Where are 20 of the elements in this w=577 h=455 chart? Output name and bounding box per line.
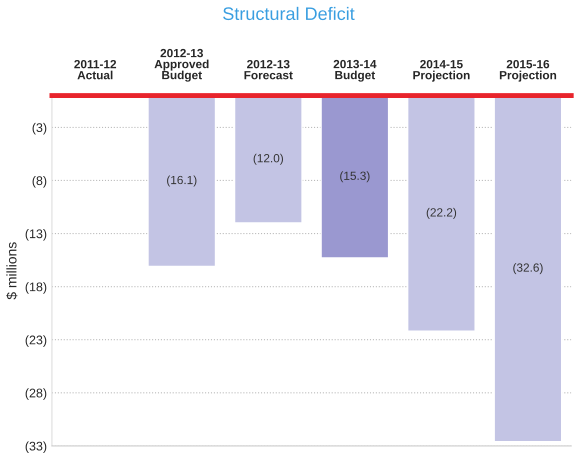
data-label: (22.2) (426, 208, 456, 219)
x-tick-label: 2011-12 Actual (74, 60, 116, 80)
chart-title: Structural Deficit (223, 6, 355, 20)
y-tick-label: (28) (26, 388, 46, 400)
y-tick-label: (3) (32, 122, 46, 135)
x-tick-label: 2013-14 Budget (334, 60, 376, 82)
x-tick-label: 2012-13 Forecast (244, 60, 293, 80)
x-tick-label: 2015-16 Projection (500, 60, 556, 82)
y-tick-label: (23) (26, 335, 46, 347)
data-label: (12.0) (254, 154, 283, 165)
x-tick-label: 2012-13 Approved Budget (154, 48, 209, 82)
x-tick-label: 2014-15 Projection (413, 60, 470, 82)
data-label: (16.1) (167, 176, 196, 187)
y-tick-label: (8) (32, 176, 46, 188)
y-axis-title: $ millions (6, 242, 18, 300)
y-tick-label: (18) (26, 282, 46, 294)
y-tick-label: (13) (26, 229, 46, 241)
data-label: (32.6) (513, 263, 543, 274)
y-tick-label: (33) (26, 441, 46, 454)
data-label: (15.3) (340, 171, 370, 182)
